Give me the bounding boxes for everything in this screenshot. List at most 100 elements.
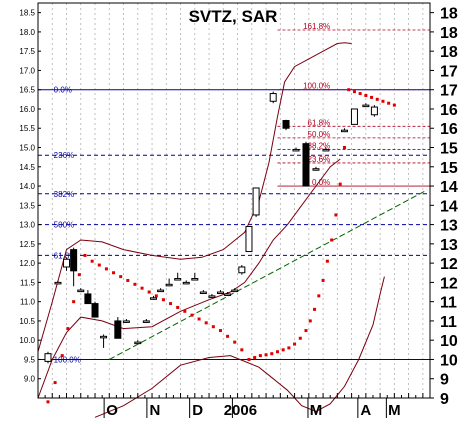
candle-body bbox=[174, 278, 182, 281]
right-y-tick-label: 18 bbox=[440, 44, 458, 61]
sar-dot bbox=[104, 267, 108, 271]
right-y-tick-label: 9 bbox=[440, 391, 449, 408]
fib-right-label: 0.0% bbox=[312, 178, 330, 187]
sar-dot bbox=[342, 146, 346, 150]
right-y-tick-label: 17 bbox=[440, 63, 458, 80]
candle-body bbox=[199, 291, 207, 295]
left-y-tick-label: 17.5 bbox=[19, 47, 35, 56]
sar-dot bbox=[270, 352, 274, 356]
right-y-tick-label: 12 bbox=[440, 275, 458, 292]
chart-title: SVTZ, SAR bbox=[189, 7, 278, 26]
right-y-tick-label: 9 bbox=[440, 372, 449, 389]
candle-body bbox=[216, 291, 224, 295]
fib-left-label: 500% bbox=[54, 221, 74, 230]
sar-dot bbox=[293, 342, 297, 346]
right-y-tick-label: 18 bbox=[440, 6, 458, 23]
sar-dot bbox=[347, 88, 351, 92]
fibonacci-layer: 0.0%236%382%500%61.8%100.0%161.8%100.0%6… bbox=[38, 22, 430, 364]
sar-dot bbox=[240, 348, 244, 352]
right-y-tick-label: 16 bbox=[440, 121, 458, 138]
left-y-tick-label: 18.5 bbox=[19, 9, 35, 18]
left-y-tick-label: 16.0 bbox=[19, 105, 35, 114]
candle-body bbox=[238, 266, 246, 274]
grid-layer bbox=[51, 3, 424, 398]
sar-dot bbox=[126, 278, 130, 282]
candle-body bbox=[245, 226, 253, 253]
sar-dot bbox=[60, 354, 64, 358]
bollinger-middle-band bbox=[37, 158, 341, 399]
left-y-tick-label: 9.5 bbox=[24, 355, 36, 364]
sar-dot bbox=[197, 317, 201, 321]
fib-right-label: 23.6% bbox=[308, 155, 331, 164]
sar-dot bbox=[287, 346, 291, 350]
right-y-tick-label: 14 bbox=[440, 179, 458, 196]
fib-left-label: 382% bbox=[54, 190, 74, 199]
bollinger-lower-band bbox=[94, 276, 385, 418]
candle-body bbox=[149, 297, 157, 300]
left-y-tick-label: 15.5 bbox=[19, 124, 35, 133]
right-y-tick-label: 12 bbox=[440, 256, 458, 273]
left-y-tick-label: 10.5 bbox=[19, 317, 35, 326]
sar-dot bbox=[247, 357, 251, 361]
sar-dot bbox=[176, 305, 180, 309]
sar-dot bbox=[264, 353, 268, 357]
fib-right-label: 100.0% bbox=[303, 82, 330, 91]
plot-frame bbox=[37, 2, 431, 399]
sar-dot bbox=[281, 348, 285, 352]
sar-dot bbox=[90, 259, 94, 263]
sar-dot bbox=[381, 99, 385, 103]
candle-body bbox=[350, 108, 358, 125]
candle-body bbox=[302, 143, 310, 187]
candle-body bbox=[282, 120, 290, 129]
sar-dot bbox=[204, 321, 208, 325]
x-tick-label: 2006 bbox=[224, 402, 257, 419]
candle-body bbox=[191, 278, 199, 281]
right-y-tick-label: 18 bbox=[440, 25, 458, 42]
sar-dot bbox=[233, 340, 237, 344]
x-tick-label: M bbox=[388, 402, 401, 419]
candle-body bbox=[70, 249, 78, 272]
sar-dot bbox=[72, 300, 76, 304]
left-y-tick-label: 14.5 bbox=[19, 163, 35, 172]
candle-body bbox=[134, 341, 142, 345]
sar-dot bbox=[112, 271, 116, 275]
sar-dot bbox=[161, 298, 165, 302]
right-y-tick-label: 11 bbox=[440, 314, 457, 331]
candle-body bbox=[165, 283, 173, 287]
fib-right-label: 61.8% bbox=[308, 118, 331, 127]
trendline bbox=[109, 189, 428, 360]
candle-body bbox=[370, 106, 378, 116]
left-y-tick-label: 13.0 bbox=[19, 221, 35, 230]
candle-body bbox=[100, 335, 108, 339]
left-y-tick-label: 12.0 bbox=[19, 259, 35, 268]
candle-body bbox=[54, 281, 62, 285]
sar-dot bbox=[218, 329, 222, 333]
candle-body bbox=[91, 303, 99, 318]
left-y-tick-label: 14.0 bbox=[19, 182, 35, 191]
left-y-tick-label: 15.0 bbox=[19, 144, 35, 153]
sar-dot bbox=[154, 294, 158, 298]
sar-dot bbox=[66, 327, 70, 331]
left-y-tick-label: 11.5 bbox=[20, 278, 36, 287]
sar-dot bbox=[190, 313, 194, 317]
x-tick-label: O bbox=[106, 402, 118, 419]
left-y-tick-label: 11.0 bbox=[20, 298, 36, 307]
sar-dot bbox=[140, 286, 144, 290]
sar-dot bbox=[308, 319, 312, 323]
x-tick-label: M bbox=[310, 402, 323, 419]
candle-layer bbox=[44, 91, 378, 364]
right-y-tick-label: 15 bbox=[440, 141, 458, 158]
sar-dot bbox=[330, 238, 334, 242]
candle-body bbox=[362, 104, 370, 108]
candle-body bbox=[224, 293, 232, 296]
sar-layer bbox=[46, 88, 396, 404]
right-y-tick-label: 14 bbox=[440, 198, 458, 215]
sar-dot bbox=[183, 309, 187, 313]
sar-dot bbox=[364, 93, 368, 97]
fib-right-label: 50.0% bbox=[308, 130, 331, 139]
fib-left-label: 236% bbox=[54, 151, 74, 160]
candle-body bbox=[182, 281, 190, 285]
sar-dot bbox=[77, 273, 81, 277]
